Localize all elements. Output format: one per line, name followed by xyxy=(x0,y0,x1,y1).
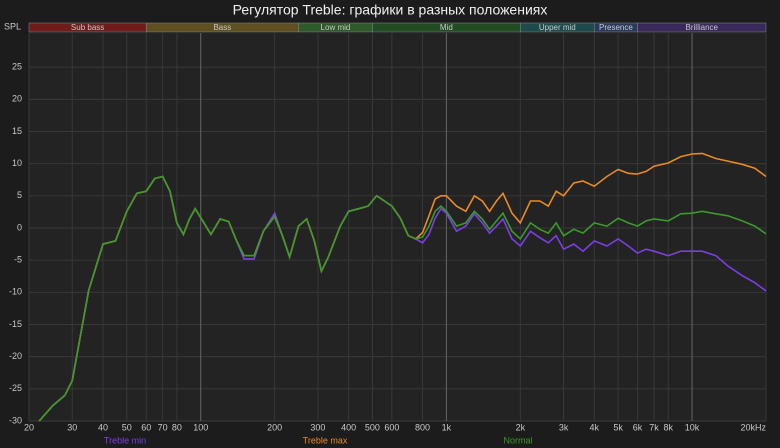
y-tick-label: -10 xyxy=(9,287,22,297)
y-tick-label: 15 xyxy=(12,126,22,136)
series-line xyxy=(38,175,767,422)
y-tick-label: -5 xyxy=(14,255,22,265)
x-tick-label: 7k xyxy=(649,422,659,432)
x-tick-label: 40 xyxy=(98,422,108,432)
chart-title: Регулятор Treble: графики в разных полож… xyxy=(233,2,548,18)
x-tick-label: 800 xyxy=(415,422,430,432)
y-tick-label: -20 xyxy=(9,351,22,361)
y-tick-label: 5 xyxy=(17,190,22,200)
y-tick-label: 25 xyxy=(12,62,22,72)
x-tick-label: 2k xyxy=(516,422,526,432)
band-label: Brilliance xyxy=(686,23,719,32)
legend-label: Treble min xyxy=(104,435,146,445)
legend-label: Treble max xyxy=(303,435,348,445)
legend-label: Normal xyxy=(503,435,532,445)
x-tick-label: 4k xyxy=(590,422,600,432)
x-tick-label: 3k xyxy=(559,422,569,432)
band-label: Bass xyxy=(213,23,231,32)
x-tick-label: 400 xyxy=(341,422,356,432)
x-tick-label: 600 xyxy=(384,422,399,432)
x-tick-label: 500 xyxy=(365,422,380,432)
y-tick-label: 20 xyxy=(12,94,22,104)
x-tick-label: 10k xyxy=(685,422,700,432)
x-tick-label: 100 xyxy=(193,422,208,432)
x-tick-label: 50 xyxy=(122,422,132,432)
band-label: Upper mid xyxy=(539,23,576,32)
band-label: Sub bass xyxy=(71,23,104,32)
x-tick-label: 20kHz xyxy=(740,422,766,432)
x-tick-label: 20 xyxy=(24,422,34,432)
x-tick-label: 1k xyxy=(442,422,452,432)
x-tick-label: 30 xyxy=(67,422,77,432)
y-tick-label: 10 xyxy=(12,158,22,168)
x-tick-label: 300 xyxy=(310,422,325,432)
x-tick-label: 200 xyxy=(267,422,282,432)
y-tick-label: 0 xyxy=(17,222,22,232)
band-label: Presence xyxy=(599,23,633,32)
band-label: Low mid xyxy=(321,23,351,32)
x-tick-label: 6k xyxy=(633,422,643,432)
x-tick-label: 80 xyxy=(172,422,182,432)
x-tick-label: 60 xyxy=(141,422,151,432)
x-tick-label: 5k xyxy=(613,422,623,432)
y-tick-label: -25 xyxy=(9,383,22,393)
y-tick-label: -30 xyxy=(9,415,22,425)
band xyxy=(637,22,767,33)
y-tick-label: -15 xyxy=(9,319,22,329)
x-tick-label: 8k xyxy=(663,422,673,432)
band-label: Mid xyxy=(440,23,453,32)
y-axis-label: SPL xyxy=(4,21,21,31)
x-tick-label: 70 xyxy=(158,422,168,432)
